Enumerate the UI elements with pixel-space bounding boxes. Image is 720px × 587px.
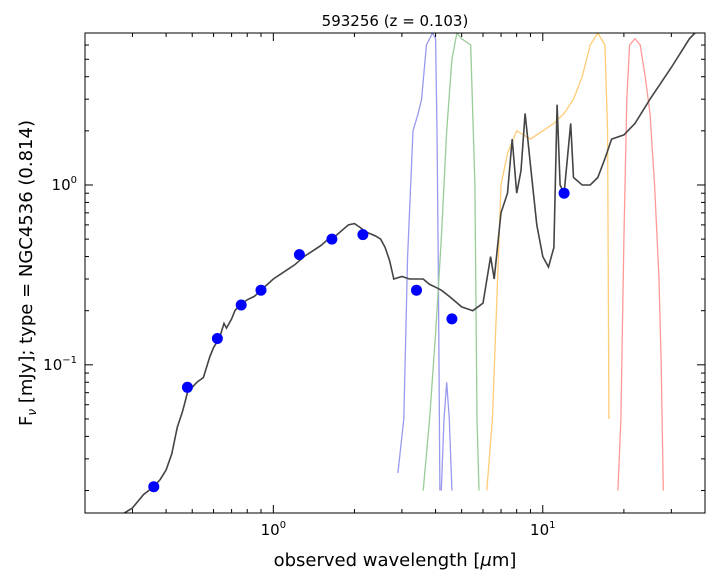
photometry-point-7 — [326, 233, 338, 245]
x-axis-label-mu: μ — [479, 550, 491, 571]
y-tick-label-exp: 0 — [71, 175, 77, 186]
y-axis-label-post: [mJy]; type = NGC4536 (0.814) — [16, 120, 37, 409]
x-tick-label-base: 10 — [530, 521, 549, 539]
plot-area-background — [85, 33, 705, 513]
photometry-point-9 — [411, 284, 422, 296]
photometry-point-11 — [558, 187, 570, 199]
photometry-point-1 — [148, 481, 160, 493]
y-tick-label-exp: −1 — [62, 355, 77, 366]
photometry-point-6 — [293, 249, 305, 261]
sed-line — [123, 33, 697, 513]
sed-template — [123, 33, 697, 513]
chart-title: 593256 (z = 0.103) — [322, 12, 469, 30]
y-axis-label: Fν [mJy]; type = NGC4536 (0.814) — [16, 120, 39, 426]
filter-curve-3 — [422, 33, 480, 491]
filter-curve-1 — [397, 33, 441, 491]
filter-curve-5 — [617, 37, 664, 491]
x-axis-label-post: m] — [492, 550, 517, 571]
x-tick-label-exp: 0 — [280, 520, 286, 531]
filter-curve-2 — [440, 382, 453, 491]
photometry-point-2 — [181, 381, 193, 393]
x-tick-label-base: 10 — [261, 521, 280, 539]
y-tick-label-base: 10 — [52, 176, 71, 194]
y-tick-label-base: 10 — [43, 356, 62, 374]
photometry-points — [148, 187, 570, 493]
x-tick-label-1: 100 — [261, 520, 286, 539]
x-tick-label-exp: 1 — [549, 520, 555, 531]
plot-frame — [84, 32, 706, 514]
photometry-point-4 — [235, 299, 247, 311]
photometry-point-10 — [446, 313, 458, 325]
y-axis-label-pre: F — [16, 416, 37, 426]
x-axis-label: observed wavelength [μm] — [274, 550, 517, 571]
x-tick-label-2: 101 — [530, 520, 555, 539]
photometry-point-3 — [211, 333, 223, 344]
photometry-point-5 — [255, 284, 267, 296]
y-axis-label-sub: ν — [25, 409, 39, 416]
photometry-point-8 — [357, 229, 369, 241]
y-tick-label-2: 100 — [52, 175, 77, 194]
x-axis-label-pre: observed wavelength [ — [274, 550, 481, 571]
y-tick-label-1: 10−1 — [43, 355, 77, 374]
